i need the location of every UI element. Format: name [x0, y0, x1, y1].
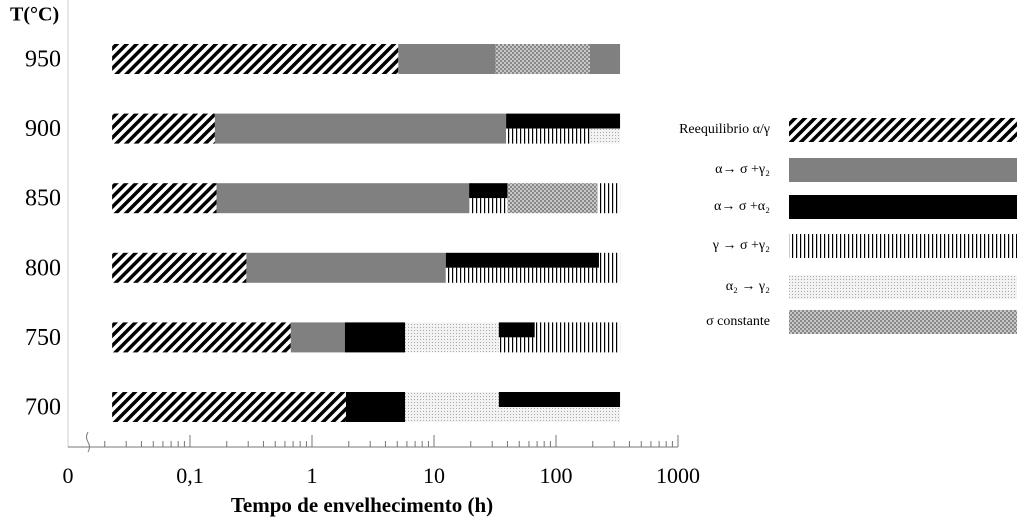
segment: [112, 183, 217, 214]
segment: [112, 44, 399, 74]
legend-swatch: [789, 310, 1017, 334]
segment: [498, 392, 621, 407]
segment: [506, 128, 591, 144]
y-category-label: 900: [25, 116, 61, 142]
segment: [498, 407, 621, 422]
segment: [507, 183, 598, 214]
segment: [246, 252, 446, 283]
x-title: Tempo de envelhecimento (h): [231, 493, 493, 517]
legend-label: α→ σ +γ₂: [715, 162, 770, 177]
segment: [405, 322, 499, 353]
y-category-label: 700: [25, 395, 61, 421]
segment: [112, 113, 215, 144]
x-break-label: 0: [63, 463, 74, 488]
segment: [445, 252, 599, 268]
x-tick-label: 1: [307, 463, 318, 488]
segment: [495, 44, 591, 74]
segment: [346, 392, 406, 422]
segment: [405, 392, 499, 422]
legend-label: α→ σ +α₂: [714, 199, 770, 214]
segment: [534, 322, 621, 353]
segment: [590, 128, 621, 144]
legend-swatch: [789, 118, 1017, 142]
segment: [112, 252, 247, 283]
segment: [469, 183, 508, 199]
segment: [112, 322, 291, 353]
axis-break: [86, 431, 90, 453]
legend-swatch: [789, 158, 1017, 182]
x-tick-label: 1000: [656, 463, 700, 488]
segment: [112, 392, 347, 422]
segment: [597, 183, 621, 214]
legend-label: σ constante: [706, 314, 770, 329]
segment: [214, 113, 507, 144]
y-category-label: 850: [25, 186, 61, 212]
legend-label: α₂ → γ₂: [726, 279, 770, 294]
y-category-label: 800: [25, 255, 61, 281]
legend-swatch: [789, 275, 1017, 299]
y-category-label: 750: [25, 325, 61, 351]
legend-label: Reequilibrio α/γ: [679, 122, 770, 137]
segment: [398, 44, 496, 74]
segment: [344, 322, 406, 353]
x-tick-label: 100: [540, 463, 573, 488]
segment: [598, 252, 621, 283]
segment: [498, 337, 535, 353]
y-category-label: 950: [25, 47, 61, 73]
x-tick-label: 10: [423, 463, 445, 488]
segment: [216, 183, 470, 214]
segment: [590, 44, 621, 74]
segment: [498, 322, 535, 338]
segment: [290, 322, 345, 353]
legend-swatch: [789, 195, 1017, 219]
y-title: T(°C): [10, 4, 59, 26]
segment: [445, 267, 599, 283]
segment: [469, 198, 508, 214]
x-tick-label: 0,1: [176, 463, 204, 488]
legend-label: γ → σ +γ₂: [712, 238, 770, 253]
segment: [506, 113, 621, 129]
legend-swatch: [789, 234, 1017, 258]
